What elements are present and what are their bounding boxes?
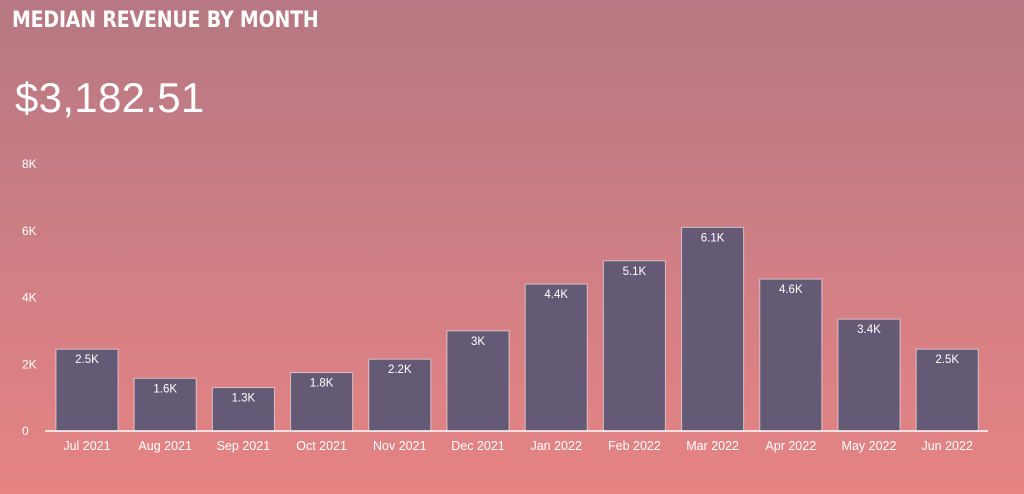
bar[interactable]	[133, 377, 197, 432]
bar-data-label: 6.1K	[701, 232, 725, 244]
x-tick-label: Apr 2022	[765, 439, 816, 453]
bar-data-label: 1.6K	[153, 383, 177, 395]
bar[interactable]	[211, 387, 275, 432]
bar[interactable]	[290, 372, 354, 432]
y-tick-label: 2K	[22, 357, 37, 371]
bar[interactable]	[915, 348, 979, 432]
y-tick-label: 8K	[22, 157, 37, 171]
chart-title: MEDIAN REVENUE BY MONTH	[12, 8, 319, 33]
bar-data-label: 5.1K	[623, 266, 647, 278]
x-axis-tick-labels: Jul 2021 Aug 2021 Sep 2021 Oct 2021 Nov 2021…	[63, 439, 973, 453]
data-labels: 2.5K 1.6K 1.3K 1.8K 2.2K 3K 4.4K 5.1K 6.1K 4.6K 3.…	[75, 232, 959, 404]
bar-data-label: 1.3K	[232, 393, 256, 405]
bar[interactable]	[524, 283, 588, 432]
x-tick-label: Jan 2022	[530, 439, 581, 453]
x-tick-label: Nov 2021	[373, 439, 427, 453]
bar-data-label: 4.4K	[544, 289, 568, 301]
x-tick-label: Dec 2021	[451, 439, 505, 453]
x-tick-label: Oct 2021	[296, 439, 347, 453]
y-tick-label: 4K	[22, 291, 37, 305]
x-tick-label: Jul 2021	[63, 439, 110, 453]
bar-data-label: 1.8K	[310, 378, 334, 390]
bar-data-label: 3K	[471, 336, 485, 348]
x-tick-label: Feb 2022	[608, 439, 661, 453]
bar[interactable]	[681, 226, 745, 432]
x-tick-label: Mar 2022	[686, 439, 739, 453]
bar-data-label: 2.5K	[935, 354, 959, 366]
bar[interactable]	[446, 330, 510, 432]
x-tick-label: Aug 2021	[138, 439, 192, 453]
y-axis-tick-labels: 0 2K 4K 6K 8K	[22, 157, 37, 438]
x-tick-label: Sep 2021	[217, 439, 271, 453]
bar[interactable]	[837, 318, 901, 432]
bar[interactable]	[602, 260, 666, 432]
x-tick-label: May 2022	[842, 439, 897, 453]
bar-data-label: 4.6K	[779, 284, 803, 296]
bars	[55, 226, 979, 432]
y-tick-label: 0	[22, 424, 29, 438]
x-tick-label: Jun 2022	[921, 439, 972, 453]
y-tick-label: 6K	[22, 224, 37, 238]
bar-data-label: 2.2K	[388, 364, 412, 376]
bar-data-label: 2.5K	[75, 354, 99, 366]
kpi-value: $3,182.51	[15, 74, 205, 121]
bar-data-label: 3.4K	[857, 324, 881, 336]
bar[interactable]	[759, 278, 823, 432]
bar[interactable]	[368, 358, 432, 432]
